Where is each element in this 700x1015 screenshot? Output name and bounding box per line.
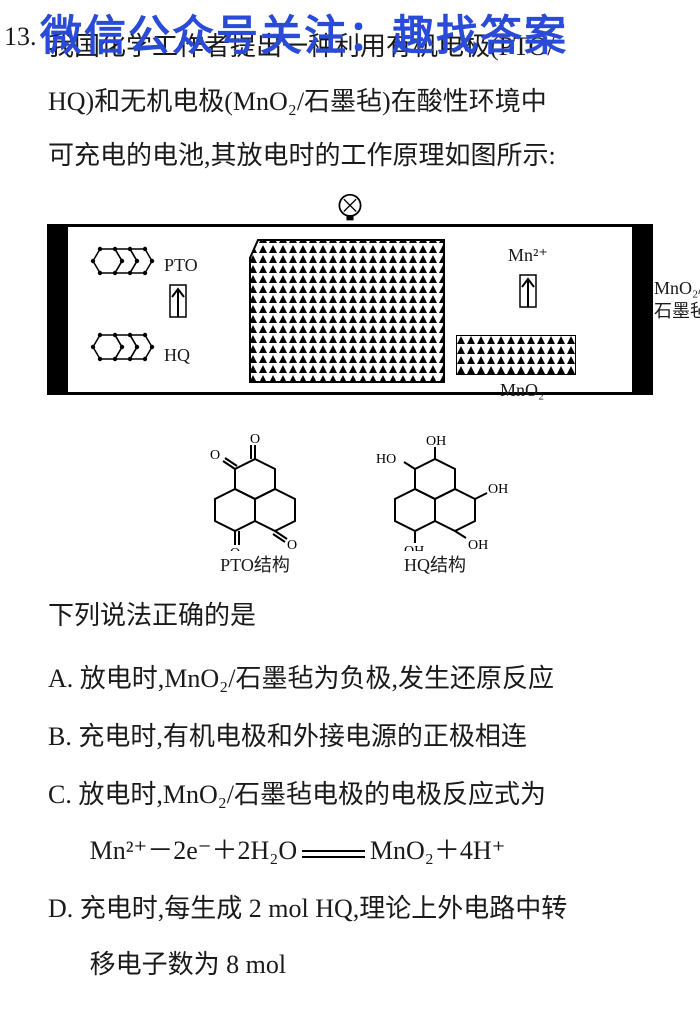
stem-line-3: 可充电的电池,其放电时的工作原理如图所示: <box>48 129 670 184</box>
mno2-block-icon <box>456 335 576 375</box>
svg-text:OH: OH <box>404 544 424 551</box>
pto-structure-icon: O O O O <box>190 431 320 551</box>
option-d: D. 充电时,每生成 2 mol HQ,理论上外电路中转 移电子数为 8 mol <box>48 881 670 993</box>
option-c-line1: C. 放电时,MnO₂/石墨毡电极的电极反应式为 <box>48 767 670 823</box>
battery-cell: MnO₂/ 石墨毡 <box>47 224 653 395</box>
up-arrow-icon <box>168 283 188 319</box>
option-d-line2: 移电子数为 8 mol <box>48 937 670 993</box>
prompt: 下列说法正确的是 <box>48 589 670 644</box>
stem-line-2: HQ)和无机电极(MnO₂/石墨毡)在酸性环境中 <box>48 75 670 130</box>
option-d-line1: D. 充电时,每生成 2 mol HQ,理论上外电路中转 <box>48 881 670 937</box>
pto-molecule-icon <box>80 239 160 294</box>
separator-icon <box>248 234 448 384</box>
hq-structure-icon: OH HO OH OH OH <box>360 431 510 551</box>
mn-ion-label: Mn²⁺ <box>508 245 548 266</box>
hq-caption: HQ结构 <box>404 551 466 577</box>
inorganic-compartment: Mn²⁺ MnO₂ <box>448 239 626 379</box>
pto-label: PTO <box>164 255 198 276</box>
svg-text:OH: OH <box>468 538 488 551</box>
pto-structure: O O O O PTO结构 <box>190 431 320 577</box>
svg-text:O: O <box>287 538 297 551</box>
option-b: B. 充电时,有机电极和外接电源的正极相连 <box>48 709 670 765</box>
options: A. 放电时,MnO₂/石墨毡为负极,发生还原反应 B. 充电时,有机电极和外接… <box>48 651 670 992</box>
svg-text:OH: OH <box>488 482 508 497</box>
up-arrow-icon <box>518 273 538 309</box>
svg-text:O: O <box>210 448 220 463</box>
hq-label: HQ <box>164 345 190 366</box>
structure-row: O O O O PTO结构 <box>190 431 510 577</box>
question-number: 13. <box>4 22 37 52</box>
bulb-icon <box>335 193 365 223</box>
diagram: MnO₂/ 石墨毡 <box>30 198 670 581</box>
svg-text:HO: HO <box>376 452 396 467</box>
left-electrode <box>50 227 68 392</box>
right-electrode <box>632 227 650 392</box>
mno2-label: MnO₂ <box>500 380 544 401</box>
option-c: C. 放电时,MnO₂/石墨毡电极的电极反应式为 Mn²⁺－2e⁻＋2H₂OMn… <box>48 767 670 879</box>
hq-molecule-icon <box>80 325 160 380</box>
pto-caption: PTO结构 <box>220 551 290 577</box>
option-c-equation: Mn²⁺－2e⁻＋2H₂OMnO₂＋4H⁺ <box>48 823 670 879</box>
hq-structure: OH HO OH OH OH HQ结构 <box>360 431 510 577</box>
side-label: MnO₂/ 石墨毡 <box>654 277 700 324</box>
watermark-overlay: 微信公众号关注：趣找答案 <box>40 2 568 63</box>
svg-text:OH: OH <box>426 434 446 449</box>
organic-compartment: PTO HQ <box>78 239 248 379</box>
svg-text:O: O <box>250 432 260 447</box>
option-a: A. 放电时,MnO₂/石墨毡为负极,发生还原反应 <box>48 651 670 707</box>
